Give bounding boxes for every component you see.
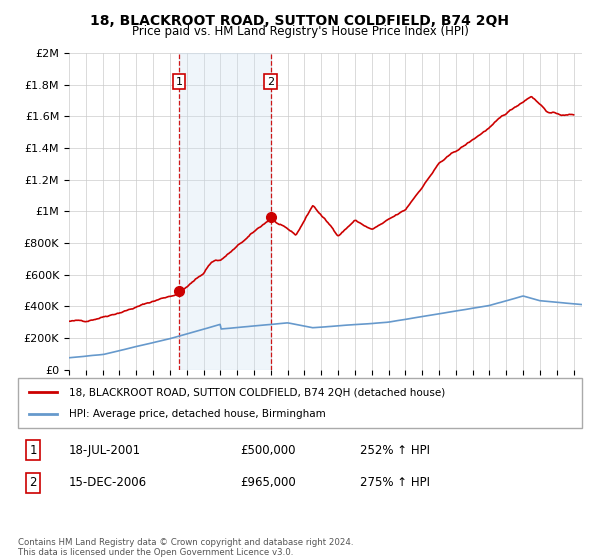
Text: HPI: Average price, detached house, Birmingham: HPI: Average price, detached house, Birm… <box>69 409 326 419</box>
Text: 15-DEC-2006: 15-DEC-2006 <box>69 476 147 489</box>
Text: 2: 2 <box>29 476 37 489</box>
Text: 18, BLACKROOT ROAD, SUTTON COLDFIELD, B74 2QH (detached house): 18, BLACKROOT ROAD, SUTTON COLDFIELD, B7… <box>69 387 445 397</box>
Text: 18-JUL-2001: 18-JUL-2001 <box>69 444 141 457</box>
Text: 1: 1 <box>176 77 182 87</box>
Text: 252% ↑ HPI: 252% ↑ HPI <box>360 444 430 457</box>
Text: 2: 2 <box>267 77 274 87</box>
Text: 1: 1 <box>29 444 37 457</box>
Text: Price paid vs. HM Land Registry's House Price Index (HPI): Price paid vs. HM Land Registry's House … <box>131 25 469 38</box>
Text: £965,000: £965,000 <box>240 476 296 489</box>
Text: 275% ↑ HPI: 275% ↑ HPI <box>360 476 430 489</box>
Text: £500,000: £500,000 <box>240 444 296 457</box>
Text: 18, BLACKROOT ROAD, SUTTON COLDFIELD, B74 2QH: 18, BLACKROOT ROAD, SUTTON COLDFIELD, B7… <box>91 14 509 28</box>
Bar <box>179 53 271 370</box>
Text: Contains HM Land Registry data © Crown copyright and database right 2024.
This d: Contains HM Land Registry data © Crown c… <box>18 538 353 557</box>
